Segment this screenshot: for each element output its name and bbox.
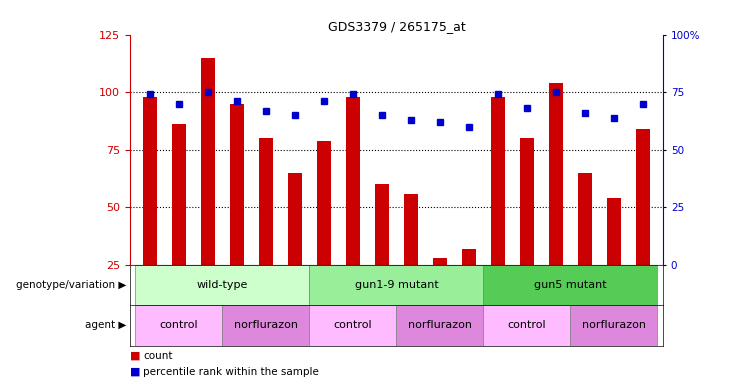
Text: percentile rank within the sample: percentile rank within the sample xyxy=(143,366,319,377)
Bar xyxy=(136,265,310,305)
Text: control: control xyxy=(508,320,546,331)
Text: norflurazon: norflurazon xyxy=(582,320,646,331)
Bar xyxy=(172,124,186,323)
Text: count: count xyxy=(143,351,173,361)
Bar xyxy=(483,265,657,305)
Text: gun5 mutant: gun5 mutant xyxy=(534,280,607,290)
Bar xyxy=(433,258,447,323)
Bar xyxy=(310,305,396,346)
Bar xyxy=(519,138,534,323)
Bar xyxy=(346,97,360,323)
Bar xyxy=(230,104,245,323)
Bar xyxy=(491,97,505,323)
Bar xyxy=(316,141,331,323)
Text: ■: ■ xyxy=(130,366,140,377)
Title: GDS3379 / 265175_at: GDS3379 / 265175_at xyxy=(328,20,465,33)
Bar xyxy=(636,129,650,323)
Text: genotype/variation ▶: genotype/variation ▶ xyxy=(16,280,126,290)
Text: norflurazon: norflurazon xyxy=(234,320,298,331)
Text: control: control xyxy=(333,320,372,331)
Bar xyxy=(404,194,418,323)
Text: gun1-9 mutant: gun1-9 mutant xyxy=(354,280,439,290)
Bar xyxy=(483,305,571,346)
Bar xyxy=(607,198,621,323)
Bar xyxy=(375,184,389,323)
Bar xyxy=(548,83,563,323)
Bar xyxy=(462,249,476,323)
Bar xyxy=(259,138,273,323)
Bar xyxy=(136,305,222,346)
Text: agent ▶: agent ▶ xyxy=(84,320,126,331)
Bar xyxy=(571,305,657,346)
Bar xyxy=(310,265,483,305)
Bar xyxy=(201,58,215,323)
Bar xyxy=(222,305,310,346)
Text: norflurazon: norflurazon xyxy=(408,320,472,331)
Bar xyxy=(578,173,592,323)
Bar xyxy=(288,173,302,323)
Text: ■: ■ xyxy=(130,351,140,361)
Text: wild-type: wild-type xyxy=(197,280,248,290)
Text: control: control xyxy=(159,320,199,331)
Bar xyxy=(143,97,157,323)
Bar xyxy=(396,305,483,346)
